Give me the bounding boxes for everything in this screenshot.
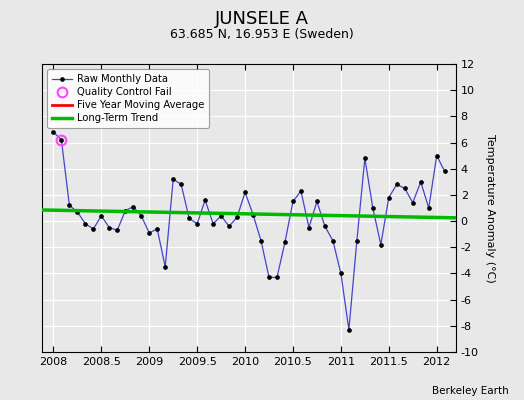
Raw Monthly Data [106,225,113,230]
Raw Monthly Data [154,226,160,231]
Legend: Raw Monthly Data, Quality Control Fail, Five Year Moving Average, Long-Term Tren: Raw Monthly Data, Quality Control Fail, … [47,69,209,128]
Raw Monthly Data [258,238,264,243]
Raw Monthly Data [50,130,57,134]
Raw Monthly Data [401,186,408,191]
Raw Monthly Data [226,224,232,229]
Raw Monthly Data [410,200,416,205]
Raw Monthly Data [266,275,272,280]
Raw Monthly Data [306,225,312,230]
Raw Monthly Data [170,177,177,182]
Raw Monthly Data [386,195,392,200]
Raw Monthly Data [418,180,424,184]
Raw Monthly Data [122,208,128,213]
Raw Monthly Data [98,214,104,218]
Raw Monthly Data [425,206,432,210]
Raw Monthly Data [338,271,344,276]
Raw Monthly Data [146,230,152,235]
Text: 63.685 N, 16.953 E (Sweden): 63.685 N, 16.953 E (Sweden) [170,28,354,41]
Raw Monthly Data [290,199,296,204]
Raw Monthly Data [74,210,81,214]
Raw Monthly Data [66,203,72,208]
Raw Monthly Data [202,198,208,202]
Raw Monthly Data [114,228,121,233]
Raw Monthly Data [178,182,184,187]
Raw Monthly Data [314,199,320,204]
Raw Monthly Data [346,327,352,332]
Raw Monthly Data [162,264,168,269]
Raw Monthly Data [250,212,256,217]
Y-axis label: Temperature Anomaly (°C): Temperature Anomaly (°C) [485,134,495,282]
Raw Monthly Data [362,156,368,161]
Raw Monthly Data [130,204,136,209]
Raw Monthly Data [138,214,145,218]
Raw Monthly Data [218,214,224,218]
Line: Raw Monthly Data: Raw Monthly Data [51,130,446,332]
Raw Monthly Data [90,226,96,231]
Raw Monthly Data [274,275,280,280]
Raw Monthly Data [378,242,384,247]
Text: JUNSELE A: JUNSELE A [215,10,309,28]
Raw Monthly Data [282,240,288,244]
Raw Monthly Data [234,215,240,220]
Raw Monthly Data [82,221,89,226]
Text: Berkeley Earth: Berkeley Earth [432,386,508,396]
Raw Monthly Data [370,206,376,210]
Raw Monthly Data [394,182,400,187]
Raw Monthly Data [354,238,360,243]
Raw Monthly Data [58,138,64,142]
Raw Monthly Data [186,216,192,221]
Raw Monthly Data [433,153,440,158]
Raw Monthly Data [330,238,336,243]
Raw Monthly Data [442,169,448,174]
Raw Monthly Data [298,188,304,193]
Raw Monthly Data [210,221,216,226]
Raw Monthly Data [242,190,248,195]
Raw Monthly Data [322,224,328,229]
Raw Monthly Data [194,221,200,226]
